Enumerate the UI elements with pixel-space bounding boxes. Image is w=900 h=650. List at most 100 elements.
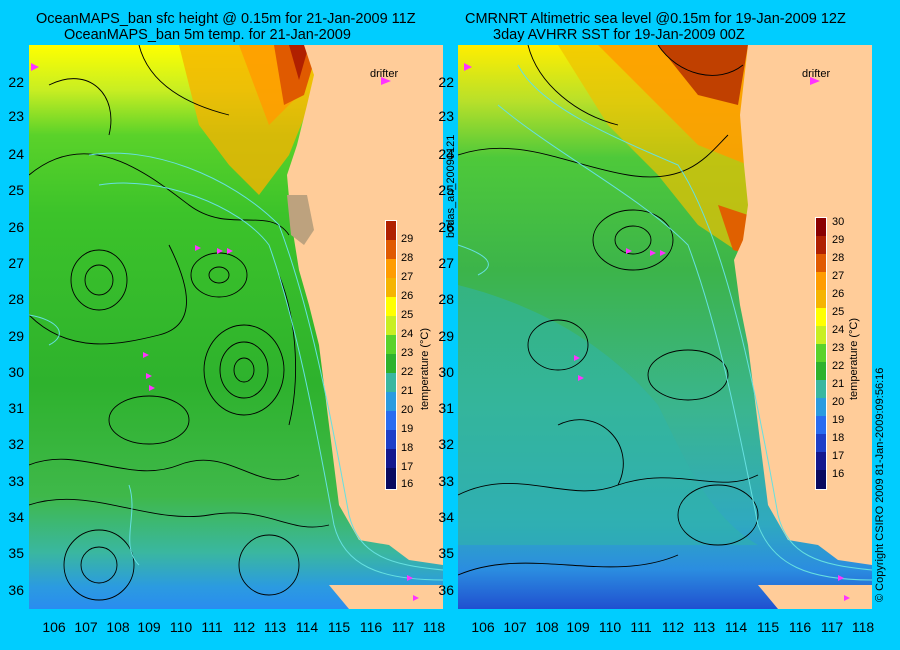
lon-tick: 110: [169, 619, 193, 635]
lon-tick: 106: [42, 619, 66, 635]
left-land-south: [329, 585, 443, 609]
lat-tick: 31: [438, 400, 454, 416]
right-colorbar: [815, 217, 827, 490]
lat-tick: 36: [438, 582, 454, 598]
lat-tick: 23: [438, 108, 454, 124]
right-cbar-tick: 19: [832, 414, 845, 426]
lat-tick: 30: [438, 364, 454, 380]
left-drifter-marker: [413, 595, 419, 601]
lon-tick: 114: [295, 619, 319, 635]
lat-tick: 26: [8, 219, 24, 235]
lat-tick: 29: [438, 328, 454, 344]
right-cbar-tick: 24: [832, 324, 845, 336]
right-drifter-marker: [578, 375, 584, 381]
lat-tick: 33: [438, 473, 454, 489]
right-bathymetry: [458, 64, 872, 581]
left-drifter-marker: [149, 385, 155, 391]
lon-tick: 111: [630, 619, 652, 635]
lon-tick: 110: [598, 619, 622, 635]
lon-tick: 107: [74, 619, 98, 635]
lon-tick: 109: [137, 619, 161, 635]
lat-tick: 24: [438, 146, 454, 162]
right-title-line1: CMRNRT Altimetric sea level @0.15m for 1…: [465, 11, 846, 27]
left-drifter-legend-marker: [381, 77, 391, 85]
lon-tick: 116: [788, 619, 812, 635]
right-cbar-tick: 26: [832, 288, 845, 300]
lat-tick: 28: [438, 291, 454, 307]
lon-tick: 107: [503, 619, 527, 635]
right-cbar-tick: 25: [832, 306, 845, 318]
lon-tick: 111: [201, 619, 223, 635]
lat-tick: 29: [8, 328, 24, 344]
left-cbar-tick: 17: [401, 461, 414, 473]
lat-tick: 36: [8, 582, 24, 598]
lat-tick: 32: [438, 436, 454, 452]
right-cbar-tick: 29: [832, 234, 845, 246]
left-cbar-tick: 28: [401, 252, 414, 264]
lon-tick: 118: [422, 619, 446, 635]
right-drifter-legend-marker: [810, 77, 820, 85]
left-cbar-tick: 26: [401, 290, 414, 302]
lon-tick: 117: [820, 619, 844, 635]
run-id-vertical-text: bodas_an_20090121: [445, 134, 457, 238]
left-drifter-marker: [143, 352, 149, 358]
right-cbar-tick: 16: [832, 468, 845, 480]
lon-tick: 114: [724, 619, 748, 635]
left-cbar-tick: 23: [401, 347, 414, 359]
left-bathymetry: [29, 152, 443, 581]
right-land: [734, 45, 872, 565]
right-cbar-tick: 17: [832, 450, 845, 462]
lat-tick: 34: [8, 509, 24, 525]
right-drifter-marker: [838, 575, 844, 581]
lat-tick: 32: [8, 436, 24, 452]
right-drifter-label: drifter: [802, 68, 831, 80]
lon-tick: 118: [851, 619, 875, 635]
right-cbar-tick: 27: [832, 270, 845, 282]
left-cbar-tick: 24: [401, 328, 414, 340]
right-drifter-marker: [626, 248, 632, 254]
right-cbar-tick: 18: [832, 432, 845, 444]
left-title-line2: OceanMAPS_ban 5m temp. for 21-Jan-2009: [64, 27, 351, 43]
copyright-vertical-text: © Copyright CSIRO 2009 81-Jan-2009:09:56…: [874, 367, 886, 602]
left-cbar-tick: 25: [401, 309, 414, 321]
right-cbar-tick: 23: [832, 342, 845, 354]
right-drifter-marker: [660, 250, 666, 256]
right-land-south: [758, 585, 872, 609]
right-drifter-markers: [464, 63, 850, 601]
lon-tick: 113: [263, 619, 287, 635]
left-cbar-tick: 16: [401, 478, 414, 490]
left-cbar-tick: 21: [401, 385, 414, 397]
lat-tick: 25: [8, 182, 24, 198]
left-drifter-marker: [407, 575, 413, 581]
right-cbar-tick: 20: [832, 396, 845, 408]
right-colorbar-label: temperature (°C): [848, 317, 860, 400]
lat-tick: 34: [438, 509, 454, 525]
lon-tick: 112: [232, 619, 256, 635]
left-cbar-tick: 18: [401, 442, 414, 454]
lat-tick: 22: [438, 74, 454, 90]
lat-tick: 23: [8, 108, 24, 124]
right-map: [458, 45, 872, 609]
lat-tick: 35: [438, 545, 454, 561]
lat-tick: 27: [8, 255, 24, 271]
left-drifter-marker: [227, 248, 233, 254]
left-cbar-tick: 20: [401, 404, 414, 416]
lon-tick: 117: [391, 619, 415, 635]
left-map: [29, 45, 443, 609]
left-cbar-tick: 19: [401, 423, 414, 435]
left-drifter-marker: [217, 248, 223, 254]
left-cbar-tick: 27: [401, 271, 414, 283]
lat-tick: 31: [8, 400, 24, 416]
lon-tick: 112: [661, 619, 685, 635]
left-drifter-markers: [31, 63, 419, 601]
lon-tick: 106: [471, 619, 495, 635]
right-drifter-marker: [574, 355, 580, 361]
right-cbar-tick: 22: [832, 360, 845, 372]
right-drifter-marker: [650, 250, 656, 256]
lat-tick: 35: [8, 545, 24, 561]
left-drifter-marker: [146, 373, 152, 379]
right-cbar-tick: 28: [832, 252, 845, 264]
right-title-line2: 3day AVHRR SST for 19-Jan-2009 00Z: [493, 27, 745, 43]
right-cbar-tick: 21: [832, 378, 845, 390]
lon-tick: 108: [535, 619, 559, 635]
